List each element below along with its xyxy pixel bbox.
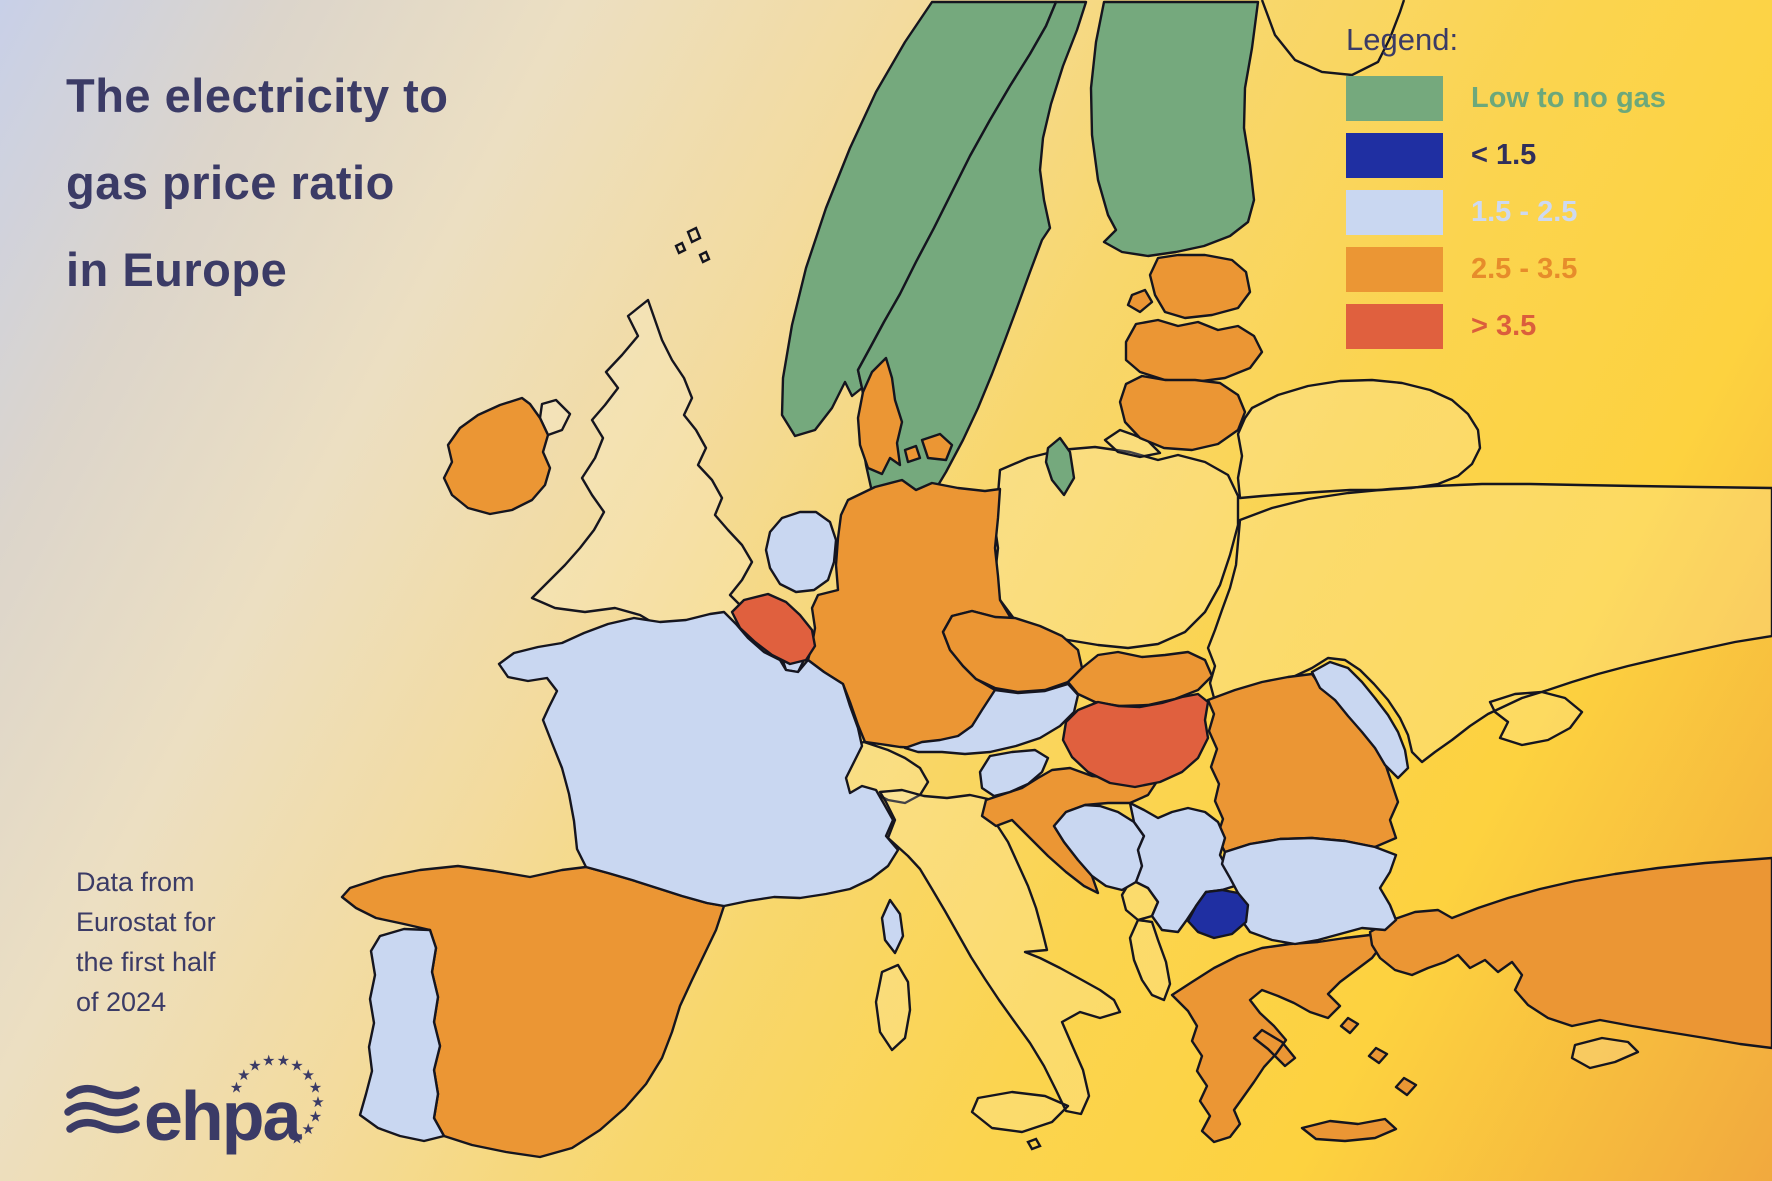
countries-layer: United KingdomSwitzerlandItalyPolandBela… (340, 0, 1772, 1159)
legend-label-1-5-2-5: 1.5 - 2.5 (1471, 196, 1578, 228)
coastline (1026, 1137, 1042, 1151)
eu-stars-arc: ★★★ ★ ★ ★★★★★★★ (230, 1052, 325, 1148)
coastlines-layer (674, 0, 1406, 1151)
legend-row-3: 2.5 - 3.5 (1346, 247, 1666, 292)
eu-star-icon: ★ (301, 1066, 314, 1084)
country-poland: Poland (992, 445, 1240, 650)
eu-star-icon: ★ (230, 1079, 243, 1097)
country-turkey: Turkey (1368, 856, 1772, 1050)
data-source-note: Data from Eurostat for the first half of… (76, 862, 216, 1022)
eu-star-icon: ★ (311, 1093, 324, 1111)
country-hungary: Hungary (1061, 692, 1210, 789)
country-albania: Albania (1128, 918, 1172, 1002)
country-cyprus: Cyprus (1570, 1036, 1640, 1070)
eu-star-icon: ★ (309, 1107, 322, 1125)
legend-label-2-5-3-5: 2.5 - 3.5 (1471, 253, 1578, 285)
coastline (1260, 0, 1406, 77)
country-united_kingdom: United Kingdom (530, 298, 760, 654)
country-ukraine: Ukraine (1206, 482, 1772, 764)
legend-row-2: 1.5 - 2.5 (1346, 190, 1666, 235)
legend-swatch-low-to-no-gas (1346, 76, 1443, 121)
legend-label-gt-3-5: > 3.5 (1471, 310, 1537, 342)
title-line-3: in Europe (66, 243, 288, 296)
coastline (674, 241, 687, 255)
country-lithuania: Lithuania (1118, 374, 1247, 452)
country-ireland: Ireland (442, 396, 552, 516)
country-italy: Italy (874, 788, 1122, 1134)
country-estonia: Estonia (1126, 253, 1252, 320)
country-russia_kaliningrad: Russia (Kaliningrad) (1103, 428, 1162, 459)
page-title: The electricity to gas price ratio in Eu… (66, 52, 449, 313)
legend-row-0: Low to no gas (1346, 76, 1666, 121)
waves-icon (64, 1084, 140, 1134)
legend-title: Legend: (1346, 22, 1459, 57)
country-belgium: Belgium (730, 592, 817, 666)
legend-label-lt-1-5: < 1.5 (1471, 139, 1537, 171)
country-greece: Greece (1170, 933, 1418, 1144)
source-line-2: Eurostat for (76, 907, 216, 937)
legend: Legend: Low to no gas < 1.5 1.5 - 2.5 2.… (1346, 22, 1666, 361)
eu-star-icon: ★ (301, 1120, 314, 1138)
country-austria: Austria (903, 682, 1080, 756)
country-latvia: Latvia (1124, 318, 1264, 384)
eu-star-icon: ★ (309, 1079, 322, 1097)
legend-swatch-gt-3-5 (1346, 304, 1443, 349)
country-moldova: Moldova (1310, 660, 1410, 780)
legend-swatch-1-5-2-5 (1346, 190, 1443, 235)
country-portugal: Portugal (358, 927, 446, 1143)
legend-swatch-2-5-3-5 (1346, 247, 1443, 292)
title-line-2: gas price ratio (66, 156, 395, 209)
legend-label-low-to-no-gas: Low to no gas (1471, 82, 1666, 114)
logo-text: ehpa (144, 1077, 302, 1155)
eu-star-icon: ★ (277, 1052, 290, 1070)
country-north_macedonia: North Macedonia (1186, 888, 1250, 940)
eu-star-icon: ★ (248, 1057, 261, 1075)
eu-star-icon: ★ (290, 1129, 303, 1147)
country-bosnia_and_herzegovina: Bosnia and Herzegovina (1052, 803, 1146, 892)
country-denmark: Denmark (856, 356, 954, 476)
source-line-4: of 2024 (76, 987, 167, 1017)
country-france: France (497, 610, 905, 955)
coastline (686, 226, 702, 244)
legend-row-4: > 3.5 (1346, 304, 1666, 349)
eu-star-icon: ★ (290, 1057, 303, 1075)
source-line-1: Data from (76, 867, 195, 897)
eu-star-icon: ★ (262, 1052, 275, 1070)
country-finland: Finland (1089, 0, 1260, 258)
eu-star-icon: ★ (237, 1066, 250, 1084)
source-line-3: the first half (76, 947, 216, 977)
ehpa-logo: ehpa ★★★ ★ ★ ★★★★★★★ (64, 1052, 325, 1155)
legend-swatch-lt-1-5 (1346, 133, 1443, 178)
country-bulgaria: Bulgaria (1220, 836, 1398, 946)
country-netherlands: Netherlands (764, 510, 838, 594)
coastline (698, 250, 711, 264)
title-line-1: The electricity to (66, 69, 449, 122)
country-slovenia: Slovenia (978, 748, 1050, 798)
country-belarus: Belarus (1236, 378, 1482, 500)
legend-row-1: < 1.5 (1346, 133, 1666, 178)
